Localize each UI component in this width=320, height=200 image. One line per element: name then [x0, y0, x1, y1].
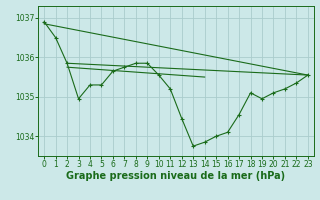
X-axis label: Graphe pression niveau de la mer (hPa): Graphe pression niveau de la mer (hPa) — [67, 171, 285, 181]
